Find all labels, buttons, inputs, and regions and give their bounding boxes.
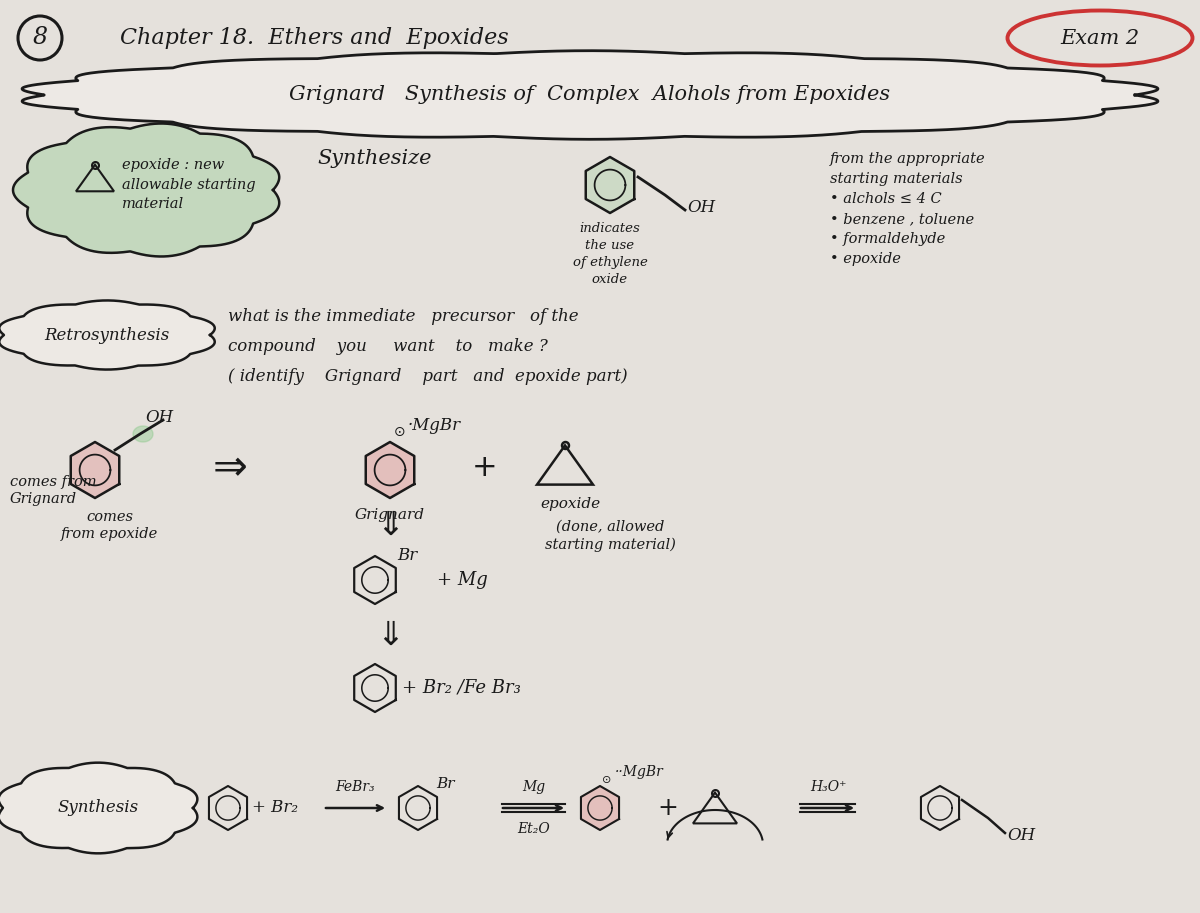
Text: 8: 8 (32, 26, 48, 49)
Text: ··MgBr: ··MgBr (616, 765, 664, 779)
Text: OH: OH (686, 198, 715, 215)
Text: + Mg: + Mg (437, 571, 487, 589)
Text: ⇓: ⇓ (376, 618, 404, 652)
Text: + Br₂: + Br₂ (252, 800, 298, 816)
Text: ⇓: ⇓ (376, 509, 404, 541)
Text: ·MgBr: ·MgBr (408, 416, 461, 434)
Text: + Br₂ /Fe Br₃: + Br₂ /Fe Br₃ (402, 679, 521, 697)
Text: comes from
Grignard: comes from Grignard (10, 475, 97, 507)
Text: comes
from epoxide: comes from epoxide (61, 510, 158, 541)
Text: +: + (658, 796, 678, 820)
Text: epoxide : new
allowable starting
material: epoxide : new allowable starting materia… (122, 159, 256, 212)
Polygon shape (586, 157, 635, 213)
Polygon shape (0, 762, 197, 854)
Text: FeBr₃: FeBr₃ (335, 780, 374, 794)
Polygon shape (366, 442, 414, 498)
Text: epoxide: epoxide (540, 497, 600, 511)
Polygon shape (71, 442, 119, 498)
Text: Br: Br (397, 547, 418, 563)
Text: ⇒: ⇒ (212, 447, 247, 489)
Text: (done, allowed
starting material): (done, allowed starting material) (545, 520, 676, 551)
Text: H₃O⁺: H₃O⁺ (810, 780, 846, 794)
Text: OH: OH (145, 410, 173, 426)
Text: ⊙: ⊙ (394, 425, 406, 439)
Text: from the appropriate
starting materials
• alchols ≤ 4 C
• benzene , toluene
• fo: from the appropriate starting materials … (830, 152, 985, 267)
Text: ⊙: ⊙ (602, 775, 612, 785)
Text: +: + (472, 454, 498, 482)
Text: OH: OH (1007, 827, 1036, 845)
Text: what is the immediate   precursor   of the: what is the immediate precursor of the (228, 308, 578, 325)
Text: Grignard: Grignard (355, 508, 425, 522)
Text: Mg: Mg (522, 780, 546, 794)
Text: ( identify    Grignard    part   and  epoxide part): ( identify Grignard part and epoxide par… (228, 368, 628, 385)
Text: indicates
the use
of ethylene
oxide: indicates the use of ethylene oxide (572, 222, 648, 286)
Text: Chapter 18.  Ethers and  Epoxides: Chapter 18. Ethers and Epoxides (120, 27, 509, 49)
Polygon shape (581, 786, 619, 830)
Text: Br: Br (436, 777, 455, 791)
Text: Exam 2: Exam 2 (1061, 28, 1140, 47)
Polygon shape (133, 426, 154, 442)
Polygon shape (22, 51, 1158, 140)
Text: Grignard   Synthesis of  Complex  Alohols from Epoxides: Grignard Synthesis of Complex Alohols fr… (289, 86, 890, 104)
Text: Et₂O: Et₂O (517, 822, 551, 836)
Text: compound    you     want    to   make ?: compound you want to make ? (228, 338, 547, 355)
Polygon shape (0, 300, 215, 370)
Text: Synthesis: Synthesis (58, 800, 138, 816)
Text: Synthesize: Synthesize (318, 149, 432, 167)
Text: Retrosynthesis: Retrosynthesis (44, 327, 169, 343)
Polygon shape (13, 123, 280, 257)
